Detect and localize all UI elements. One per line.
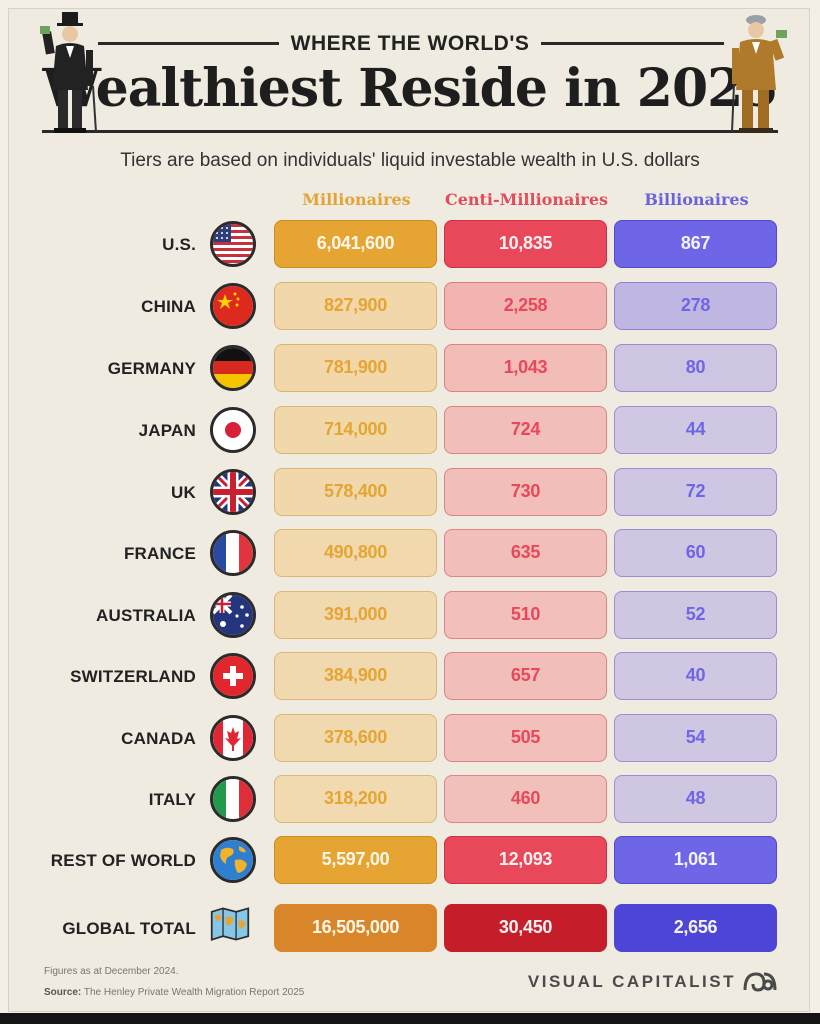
billionaires-cell: 52 xyxy=(614,591,777,639)
millionaires-cell: 384,900 xyxy=(274,652,437,700)
table-row: GLOBAL TOTAL 16,505,000 30,450 2,656 xyxy=(0,898,820,952)
source-label: Source: xyxy=(44,987,82,998)
centi-millionaires-cell: 12,093 xyxy=(444,836,607,884)
bottom-bar xyxy=(0,1013,820,1024)
centi-millionaires-cell: 460 xyxy=(444,775,607,823)
table-row: FRANCE 490,800 635 60 xyxy=(0,529,820,579)
country-label: JAPAN xyxy=(138,421,196,440)
centi-millionaires-cell: 510 xyxy=(444,591,607,639)
country-label: SWITZERLAND xyxy=(70,667,196,686)
table-row: UK 578,400 730 72 xyxy=(0,468,820,518)
billionaires-cell: 2,656 xyxy=(614,904,777,952)
billionaires-cell: 60 xyxy=(614,529,777,577)
billionaires-cell: 40 xyxy=(614,652,777,700)
millionaires-cell: 378,600 xyxy=(274,714,437,762)
table-row: CANADA 378,600 505 54 xyxy=(0,714,820,764)
column-header-billionaires: Billionaires xyxy=(644,190,749,209)
country-label: ITALY xyxy=(148,790,196,809)
table-row: JAPAN 714,000 724 44 xyxy=(0,406,820,456)
centi-millionaires-cell: 2,258 xyxy=(444,282,607,330)
germany-flag-icon xyxy=(210,345,256,391)
china-flag-icon xyxy=(210,283,256,329)
millionaires-cell: 16,505,000 xyxy=(274,904,437,952)
page-title: Wealthiest Reside in 2025 xyxy=(42,58,778,119)
country-label: U.S. xyxy=(162,235,196,254)
title-rule-right xyxy=(528,42,724,45)
kicker: WHERE THE WORLD'S xyxy=(0,32,820,56)
table-row: SWITZERLAND 384,900 657 40 xyxy=(0,652,820,702)
billionaires-cell: 44 xyxy=(614,406,777,454)
country-label: AUSTRALIA xyxy=(95,606,196,625)
centi-millionaires-cell: 1,043 xyxy=(444,344,607,392)
source-text: The Henley Private Wealth Migration Repo… xyxy=(83,987,305,998)
millionaires-cell: 318,200 xyxy=(274,775,437,823)
centi-millionaires-cell: 505 xyxy=(444,714,607,762)
country-label: GERMANY xyxy=(107,359,196,378)
country-label: CANADA xyxy=(121,729,196,748)
italy-flag-icon xyxy=(210,776,256,822)
title-underline xyxy=(42,130,778,133)
tycoon-right-icon xyxy=(731,15,787,133)
country-label: GLOBAL TOTAL xyxy=(62,919,196,938)
billionaires-cell: 867 xyxy=(614,220,777,268)
tycoon-left-icon xyxy=(40,12,97,133)
title-rule-left xyxy=(98,42,296,45)
france-flag-icon xyxy=(210,530,256,576)
centi-millionaires-cell: 30,450 xyxy=(444,904,607,952)
table-row: CHINA 827,900 2,258 278 xyxy=(0,282,820,332)
millionaires-cell: 781,900 xyxy=(274,344,437,392)
subtitle: Tiers are based on individuals' liquid i… xyxy=(120,150,700,171)
table-row: ITALY 318,200 460 48 xyxy=(0,775,820,825)
millionaires-cell: 391,000 xyxy=(274,591,437,639)
table-row: AUSTRALIA 391,000 510 52 xyxy=(0,591,820,641)
centi-millionaires-cell: 724 xyxy=(444,406,607,454)
centi-millionaires-cell: 657 xyxy=(444,652,607,700)
billionaires-cell: 278 xyxy=(614,282,777,330)
millionaires-cell: 714,000 xyxy=(274,406,437,454)
billionaires-cell: 72 xyxy=(614,468,777,516)
australia-flag-icon xyxy=(210,592,256,638)
millionaires-cell: 6,041,600 xyxy=(274,220,437,268)
visual-capitalist-logo-icon xyxy=(743,972,777,992)
country-label: CHINA xyxy=(141,297,196,316)
source-line: Source: The Henley Private Wealth Migrat… xyxy=(44,987,304,998)
centi-millionaires-cell: 635 xyxy=(444,529,607,577)
millionaires-cell: 578,400 xyxy=(274,468,437,516)
switzerland-flag-icon xyxy=(210,653,256,699)
table-row: REST OF WORLD 5,597,00 12,093 1,061 xyxy=(0,836,820,886)
millionaires-cell: 827,900 xyxy=(274,282,437,330)
centi-millionaires-cell: 730 xyxy=(444,468,607,516)
column-header-millionaires: Millionaires xyxy=(302,190,411,209)
table-row: GERMANY 781,900 1,043 80 xyxy=(0,344,820,394)
japan-flag-icon xyxy=(210,407,256,453)
billionaires-cell: 48 xyxy=(614,775,777,823)
country-label: REST OF WORLD xyxy=(50,851,196,870)
millionaires-cell: 5,597,00 xyxy=(274,836,437,884)
country-label: UK xyxy=(171,483,196,502)
column-header-centi-millionaires: Centi-Millionaires xyxy=(444,190,609,209)
country-label: FRANCE xyxy=(123,544,196,563)
uk-flag-icon xyxy=(210,469,256,515)
footnote: Figures as at December 2024. xyxy=(44,966,179,977)
canada-flag-icon xyxy=(210,715,256,761)
billionaires-cell: 1,061 xyxy=(614,836,777,884)
table-row: U.S. 6,041,600 10,835 867 xyxy=(0,220,820,270)
world-map-icon xyxy=(210,904,256,950)
us-flag-icon xyxy=(210,221,256,267)
millionaires-cell: 490,800 xyxy=(274,529,437,577)
brand-name: VISUAL CAPITALIST xyxy=(527,972,736,991)
billionaires-cell: 54 xyxy=(614,714,777,762)
billionaires-cell: 80 xyxy=(614,344,777,392)
centi-millionaires-cell: 10,835 xyxy=(444,220,607,268)
globe-icon xyxy=(210,837,256,883)
